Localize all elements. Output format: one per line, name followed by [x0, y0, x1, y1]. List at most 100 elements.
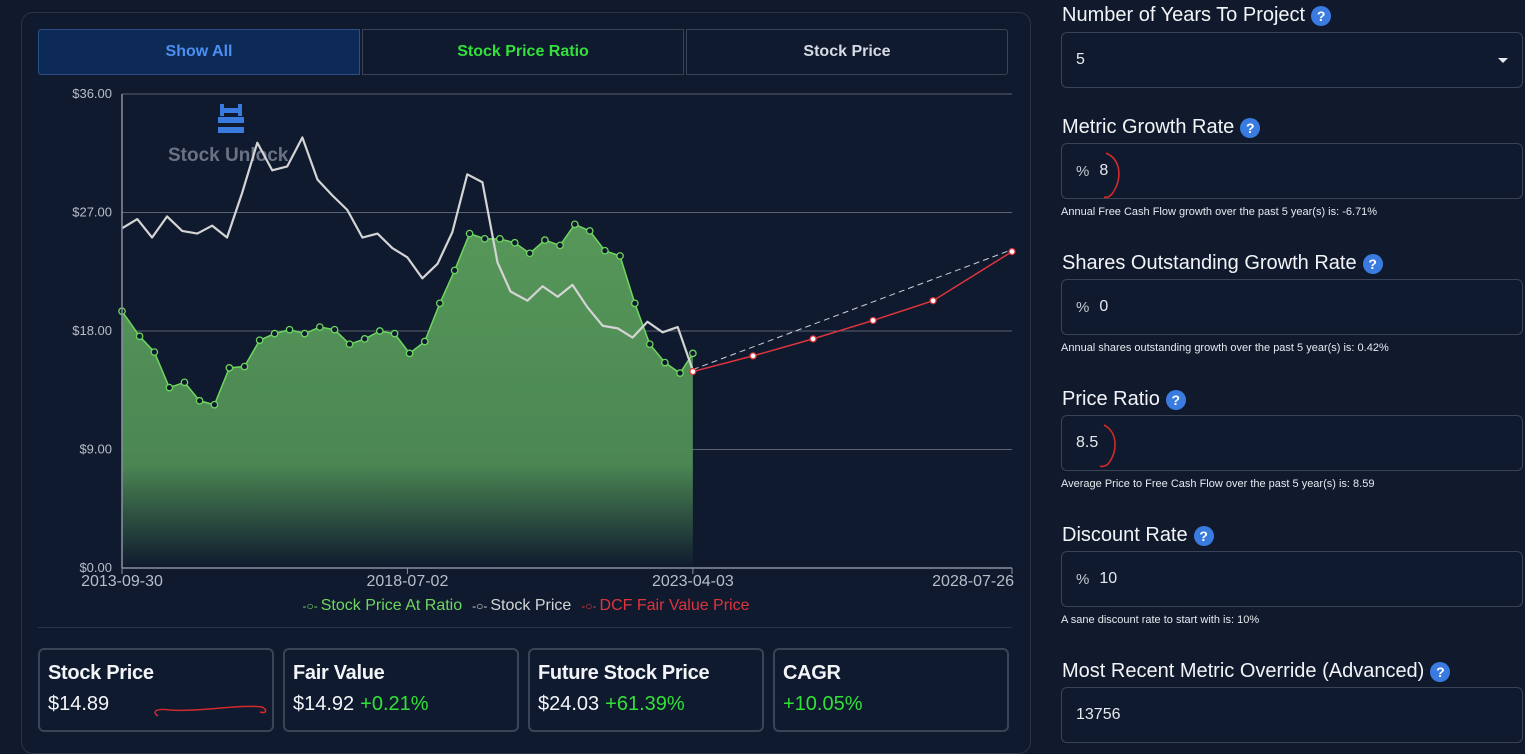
- override-label-text: Most Recent Metric Override (Advanced): [1062, 660, 1425, 682]
- chart-legend: -○- Stock Price At Ratio -○- Stock Price…: [22, 597, 1030, 615]
- legend-dcf-label: DCF Fair Value Price: [599, 597, 750, 614]
- ratio-point: [661, 358, 669, 367]
- metric-growth-label-text: Metric Growth Rate: [1062, 116, 1235, 138]
- legend-dcf[interactable]: -○- DCF Fair Value Price: [581, 597, 749, 615]
- help-icon[interactable]: ?: [1240, 117, 1261, 138]
- x-tick-label: 2023-04-03: [652, 573, 734, 590]
- ratio-point: [225, 364, 234, 372]
- card-value: $14.92: [293, 693, 355, 715]
- dcf-point: [689, 367, 697, 376]
- ratio-point: [480, 234, 489, 243]
- watermark-text: Stock Unlock: [168, 145, 289, 166]
- years-label-text: Number of Years To Project: [1062, 4, 1306, 26]
- override-label: Most Recent Metric Override (Advanced) ?: [1062, 660, 1451, 683]
- legend-ratio-label: Stock Price At Ratio: [320, 597, 463, 614]
- price-chart: Stock Unlock $0.00 $9.00 $18.00 $27.00 $36.0…: [72, 86, 1016, 590]
- ratio-area: [122, 224, 693, 568]
- lock-logo-icon: [218, 104, 244, 133]
- ratio-point: [195, 396, 204, 405]
- x-tick-label: 2013-09-30: [81, 573, 163, 590]
- x-tick-label: 2028-07-26: [932, 573, 1014, 590]
- percent-prefix: %: [1076, 570, 1090, 588]
- legend-ratio[interactable]: -○- Stock Price At Ratio: [302, 597, 462, 615]
- card-value: $14.89: [48, 693, 110, 715]
- ratio-point: [495, 234, 504, 243]
- discount-rate-label-text: Discount Rate: [1062, 524, 1188, 546]
- y-tick-label: $36.00: [72, 86, 112, 101]
- ratio-point: [465, 229, 474, 238]
- shares-growth-hint: Annual shares outstanding growth over th…: [1061, 342, 1389, 354]
- ratio-point: [405, 349, 414, 358]
- legend-price-label: Stock Price: [490, 597, 572, 614]
- dcf-point: [929, 297, 937, 305]
- years-select-value: 5: [1076, 51, 1085, 68]
- price-ratio-hint: Average Price to Free Cash Flow over the…: [1061, 478, 1375, 490]
- chart-tabs: Show All Stock Price Ratio Stock Price: [38, 29, 1010, 75]
- help-icon[interactable]: ?: [1165, 389, 1186, 410]
- discount-rate-input[interactable]: % 10: [1061, 551, 1523, 607]
- y-tick-label: $18.00: [72, 323, 112, 338]
- discount-rate-value: 10: [1099, 570, 1118, 587]
- help-icon[interactable]: ?: [1311, 5, 1332, 26]
- card-title: Future Stock Price: [538, 662, 710, 684]
- price-ratio-label: Price Ratio ?: [1062, 388, 1186, 411]
- help-icon[interactable]: ?: [1362, 253, 1383, 274]
- ratio-point: [525, 249, 534, 258]
- ratio-point: [676, 369, 684, 377]
- tab-stock-price-ratio[interactable]: Stock Price Ratio: [362, 29, 684, 75]
- ratio-point: [375, 327, 384, 335]
- card-title: CAGR: [783, 662, 841, 684]
- ratio-point: [601, 246, 609, 255]
- ratio-point: [541, 236, 549, 244]
- legend-ratio-marker-icon: -○-: [302, 599, 318, 613]
- shares-growth-input[interactable]: % 0: [1061, 279, 1523, 335]
- discount-rate-hint: A sane discount rate to start with is: 1…: [1061, 614, 1260, 626]
- metric-growth-input[interactable]: % 8: [1061, 143, 1523, 199]
- card-value-row: +10.05%: [783, 693, 999, 716]
- dcf-line: [692, 250, 1013, 373]
- shares-growth-value: 0: [1099, 298, 1109, 315]
- ratio-point: [210, 400, 219, 409]
- years-select[interactable]: 5: [1061, 32, 1523, 88]
- help-icon[interactable]: ?: [1193, 525, 1214, 546]
- chevron-down-icon: [1498, 58, 1508, 63]
- ratio-point: [135, 332, 144, 341]
- ratio-point: [360, 335, 369, 343]
- tab-stock-price[interactable]: Stock Price: [686, 29, 1008, 75]
- price-line: [121, 136, 694, 371]
- discount-rate-label: Discount Rate ?: [1062, 524, 1214, 547]
- ratio-point: [330, 325, 339, 334]
- x-tick-label: 2018-07-02: [367, 573, 449, 590]
- ratio-point: [616, 252, 624, 260]
- ratio-point: [570, 220, 579, 229]
- card-fair-value: Fair Value $14.92 +0.21%: [283, 648, 519, 732]
- tab-show-all[interactable]: Show All: [38, 29, 360, 75]
- price-ratio-input[interactable]: 8.5: [1061, 415, 1523, 471]
- ratio-point: [630, 299, 639, 308]
- card-cagr: CAGR +10.05%: [773, 648, 1009, 732]
- ratio-point: [165, 383, 174, 392]
- price-ratio-value: 8.5: [1076, 434, 1099, 451]
- help-icon[interactable]: ?: [1430, 661, 1451, 682]
- card-value-row: $14.92 +0.21%: [293, 693, 509, 716]
- ratio-point: [300, 329, 309, 338]
- ratio-point: [420, 337, 429, 346]
- ratio-point: [240, 362, 249, 371]
- card-value: $24.03: [538, 693, 600, 715]
- card-future-price: Future Stock Price $24.03 +61.39%: [528, 648, 764, 732]
- ratio-point: [450, 266, 459, 275]
- card-value-row: $24.03 +61.39%: [538, 693, 754, 716]
- override-input[interactable]: 13756: [1061, 687, 1523, 743]
- ratio-point: [180, 378, 189, 387]
- legend-price[interactable]: -○- Stock Price: [472, 597, 571, 615]
- dcf-point: [869, 316, 877, 325]
- chart-panel: Show All Stock Price Ratio Stock Price S…: [21, 12, 1031, 754]
- metric-growth-value: 8: [1099, 162, 1109, 179]
- watermark: Stock Unlock: [168, 104, 289, 166]
- card-stock-price: Stock Price $14.89: [38, 648, 274, 732]
- legend-price-marker-icon: -○-: [472, 599, 488, 613]
- ratio-point: [255, 336, 264, 345]
- ratio-point: [585, 227, 594, 235]
- dcf-point: [1008, 247, 1016, 256]
- percent-prefix: %: [1076, 298, 1090, 316]
